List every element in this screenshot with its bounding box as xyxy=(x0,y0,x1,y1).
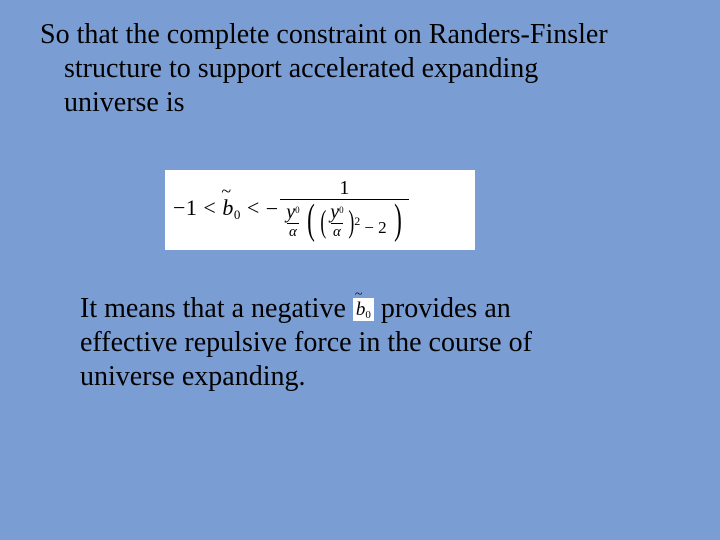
intro-line-3: universe is xyxy=(64,87,185,118)
main-denominator: y0 α ( ( y0 α xyxy=(280,199,408,240)
inner-right-paren-icon: ) xyxy=(348,209,354,233)
left-paren-icon: ( xyxy=(307,205,315,237)
paren-group: ( ( y0 α ) 2 xyxy=(304,202,405,240)
slide: So that the complete constraint on Rande… xyxy=(0,0,720,540)
b-subscript: 0 xyxy=(234,207,241,222)
paren-inner: ( y0 α ) 2 − 2 xyxy=(318,202,391,240)
less-than-2: < xyxy=(247,195,260,220)
inner-minus: − 2 xyxy=(364,219,386,236)
inline-sub: 0 xyxy=(365,309,371,321)
formula-content: −1 < ~b0 < − 1 y0 α ( xyxy=(173,174,467,244)
intro-line-2: structure to support accelerated expandi… xyxy=(64,53,538,84)
b0-symbol: ~b0 xyxy=(222,195,247,220)
inline-tilde: ~ xyxy=(355,288,363,302)
intro-line-1: So that the complete constraint on Rande… xyxy=(40,19,608,50)
constraint-formula: −1 < ~b0 < − 1 y0 α ( xyxy=(165,170,475,250)
ratio1-alpha: α xyxy=(287,223,299,240)
conclusion-paragraph: It means that a negative ~b0 provides an… xyxy=(80,292,640,394)
tilde-accent: ~ xyxy=(221,181,231,202)
main-fraction: 1 y0 α ( ( y0 xyxy=(280,178,408,240)
conclusion-line2: effective repulsive force in the course … xyxy=(80,327,532,358)
ratio2-sup: 0 xyxy=(339,205,344,215)
conclusion-post1: provides an xyxy=(374,293,511,324)
ratio2-alpha: α xyxy=(331,223,343,240)
ratio-1: y0 α xyxy=(284,202,301,240)
right-paren-icon: ) xyxy=(394,205,402,237)
inline-b0-box: ~b0 xyxy=(353,298,374,321)
ratio1-sup: 0 xyxy=(295,205,300,215)
intro-paragraph: So that the complete constraint on Rande… xyxy=(40,18,660,120)
leading-minus: − xyxy=(266,196,278,222)
ratio1-y: y xyxy=(286,201,295,223)
lower-bound: −1 xyxy=(173,195,197,220)
inner-left-paren-icon: ( xyxy=(320,209,326,233)
main-numerator: 1 xyxy=(335,178,353,199)
less-than-1: < xyxy=(203,195,216,220)
formula-rhs: − 1 y0 α ( ( xyxy=(264,178,409,240)
conclusion-pre: It means that a negative xyxy=(80,293,353,324)
conclusion-line3: universe expanding. xyxy=(80,361,306,392)
square-exponent: 2 xyxy=(354,215,360,227)
inline-b: b xyxy=(356,299,366,320)
inline-b0-symbol: ~b0 xyxy=(356,299,371,320)
ratio-2: y0 α xyxy=(328,202,345,240)
ratio2-y: y xyxy=(330,201,339,223)
formula-lhs: −1 < ~b0 < xyxy=(173,195,260,223)
